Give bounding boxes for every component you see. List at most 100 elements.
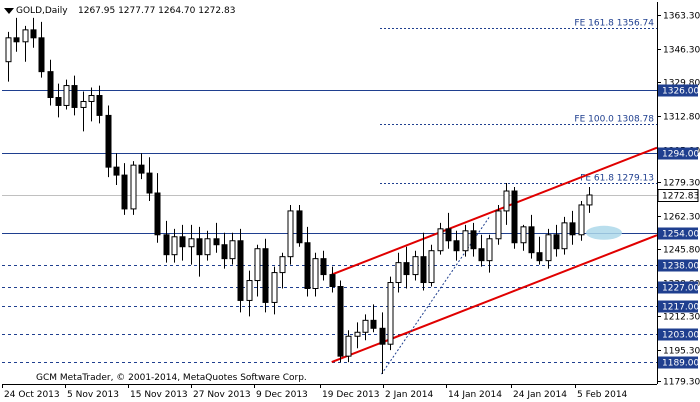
candle-body bbox=[379, 327, 386, 345]
candle-body bbox=[246, 280, 253, 301]
candle-body bbox=[403, 262, 410, 276]
candle-body bbox=[462, 230, 469, 252]
candle-body bbox=[345, 335, 352, 357]
candle-body bbox=[428, 250, 435, 284]
current-price-label-bg bbox=[657, 189, 699, 202]
level-label: 1326.00 bbox=[662, 87, 699, 97]
x-tick-label: 5 Feb 2014 bbox=[577, 390, 628, 400]
level-label: 1217.00 bbox=[662, 303, 699, 313]
candle-body bbox=[578, 204, 585, 236]
candle-body bbox=[279, 256, 286, 274]
channel-lower-line bbox=[331, 234, 658, 364]
level-label: 1189.00 bbox=[662, 359, 699, 369]
candle-body bbox=[105, 114, 112, 168]
highlight-ellipse bbox=[586, 225, 622, 240]
symbol-marker-icon bbox=[4, 8, 14, 14]
candle-body bbox=[304, 242, 311, 289]
y-tick-label: 1346.30 bbox=[663, 46, 700, 56]
candle-body bbox=[312, 258, 319, 289]
level-label-bg bbox=[658, 281, 698, 294]
current-price-label: 1272.83 bbox=[662, 192, 699, 202]
candle-body bbox=[495, 210, 502, 240]
level-label-bg bbox=[658, 356, 698, 369]
level-label: 1254.00 bbox=[662, 230, 699, 240]
x-tick-label: 2 Jan 2014 bbox=[385, 390, 433, 400]
candle-body bbox=[561, 222, 568, 250]
y-tick-label: 1363.30 bbox=[663, 12, 700, 22]
candle-body bbox=[63, 85, 70, 106]
candle-body bbox=[262, 248, 269, 303]
ohlc-readout: 1267.95 1277.77 1264.70 1272.83 bbox=[78, 6, 235, 16]
x-tick-label: 27 Nov 2013 bbox=[193, 390, 251, 400]
fibo-label: FE 61.8 1279.13 bbox=[580, 174, 654, 184]
x-tick-label: 15 Nov 2013 bbox=[130, 390, 188, 400]
candle-body bbox=[478, 248, 485, 262]
candle-body bbox=[387, 282, 394, 345]
level-label-bg bbox=[658, 147, 698, 160]
candle-body bbox=[536, 252, 543, 262]
level-label: 1294.00 bbox=[662, 150, 699, 160]
y-tick-label: 1312.80 bbox=[663, 113, 700, 123]
candle-body bbox=[188, 238, 195, 248]
candle-body bbox=[271, 272, 278, 303]
candle-body bbox=[88, 95, 95, 102]
candle-body bbox=[179, 236, 186, 248]
candle-body bbox=[146, 172, 153, 194]
level-label: 1203.00 bbox=[662, 331, 699, 341]
candle-body bbox=[520, 226, 527, 244]
candle-body bbox=[553, 234, 560, 250]
candle-body bbox=[113, 166, 120, 176]
y-tick-label: 1262.30 bbox=[663, 213, 700, 223]
candle-body bbox=[445, 228, 452, 242]
candle-body bbox=[138, 164, 145, 174]
candle-body bbox=[420, 256, 427, 284]
channel-upper-line bbox=[331, 146, 658, 276]
candle-body bbox=[395, 262, 402, 284]
candle-body bbox=[453, 240, 460, 252]
x-tick-label: 9 Dec 2013 bbox=[256, 390, 308, 400]
candle-body bbox=[204, 238, 211, 256]
candle-body bbox=[511, 190, 518, 244]
candle-body bbox=[221, 244, 228, 260]
candle-body bbox=[47, 71, 54, 98]
x-tick-label: 24 Jan 2014 bbox=[513, 390, 567, 400]
x-tick-label: 19 Dec 2013 bbox=[322, 390, 380, 400]
candle-body bbox=[71, 85, 78, 108]
candle-body bbox=[329, 274, 336, 288]
candle-body bbox=[121, 174, 128, 210]
x-tick-label: 14 Jan 2014 bbox=[448, 390, 502, 400]
candle-body bbox=[130, 164, 137, 210]
candle-body bbox=[154, 192, 161, 236]
candle-body bbox=[586, 194, 593, 206]
candle-body bbox=[163, 234, 170, 256]
candle-body bbox=[354, 331, 361, 337]
candle-body bbox=[528, 226, 535, 254]
candle-body bbox=[470, 230, 477, 250]
candle-body bbox=[196, 238, 203, 256]
candle-body bbox=[569, 222, 576, 236]
y-tick-label: 1212.30 bbox=[663, 313, 700, 323]
fibo-label: FE 100.0 1308.78 bbox=[574, 115, 654, 125]
watermark: GCM MetaTrader, © 2001-2014, MetaQuotes … bbox=[36, 373, 307, 383]
candle-body bbox=[296, 210, 303, 244]
candle-body bbox=[237, 240, 244, 301]
candle-body bbox=[80, 100, 87, 108]
level-label-bg bbox=[658, 259, 698, 272]
candle-body bbox=[13, 37, 20, 43]
level-label-bg bbox=[658, 227, 698, 240]
candle-body bbox=[30, 29, 37, 39]
candle-body bbox=[171, 236, 178, 256]
y-tick-label: 1195.30 bbox=[663, 347, 700, 357]
candle-body bbox=[5, 37, 12, 63]
candle-body bbox=[38, 37, 45, 73]
candle-body bbox=[337, 286, 344, 357]
level-label: 1238.00 bbox=[662, 262, 699, 272]
candle-body bbox=[287, 210, 294, 258]
level-label-bg bbox=[658, 300, 698, 313]
candle-body bbox=[213, 238, 220, 246]
y-tick-label: 1179.30 bbox=[663, 378, 700, 388]
candle-body bbox=[229, 240, 236, 260]
y-tick-label: 1245.80 bbox=[663, 246, 700, 256]
